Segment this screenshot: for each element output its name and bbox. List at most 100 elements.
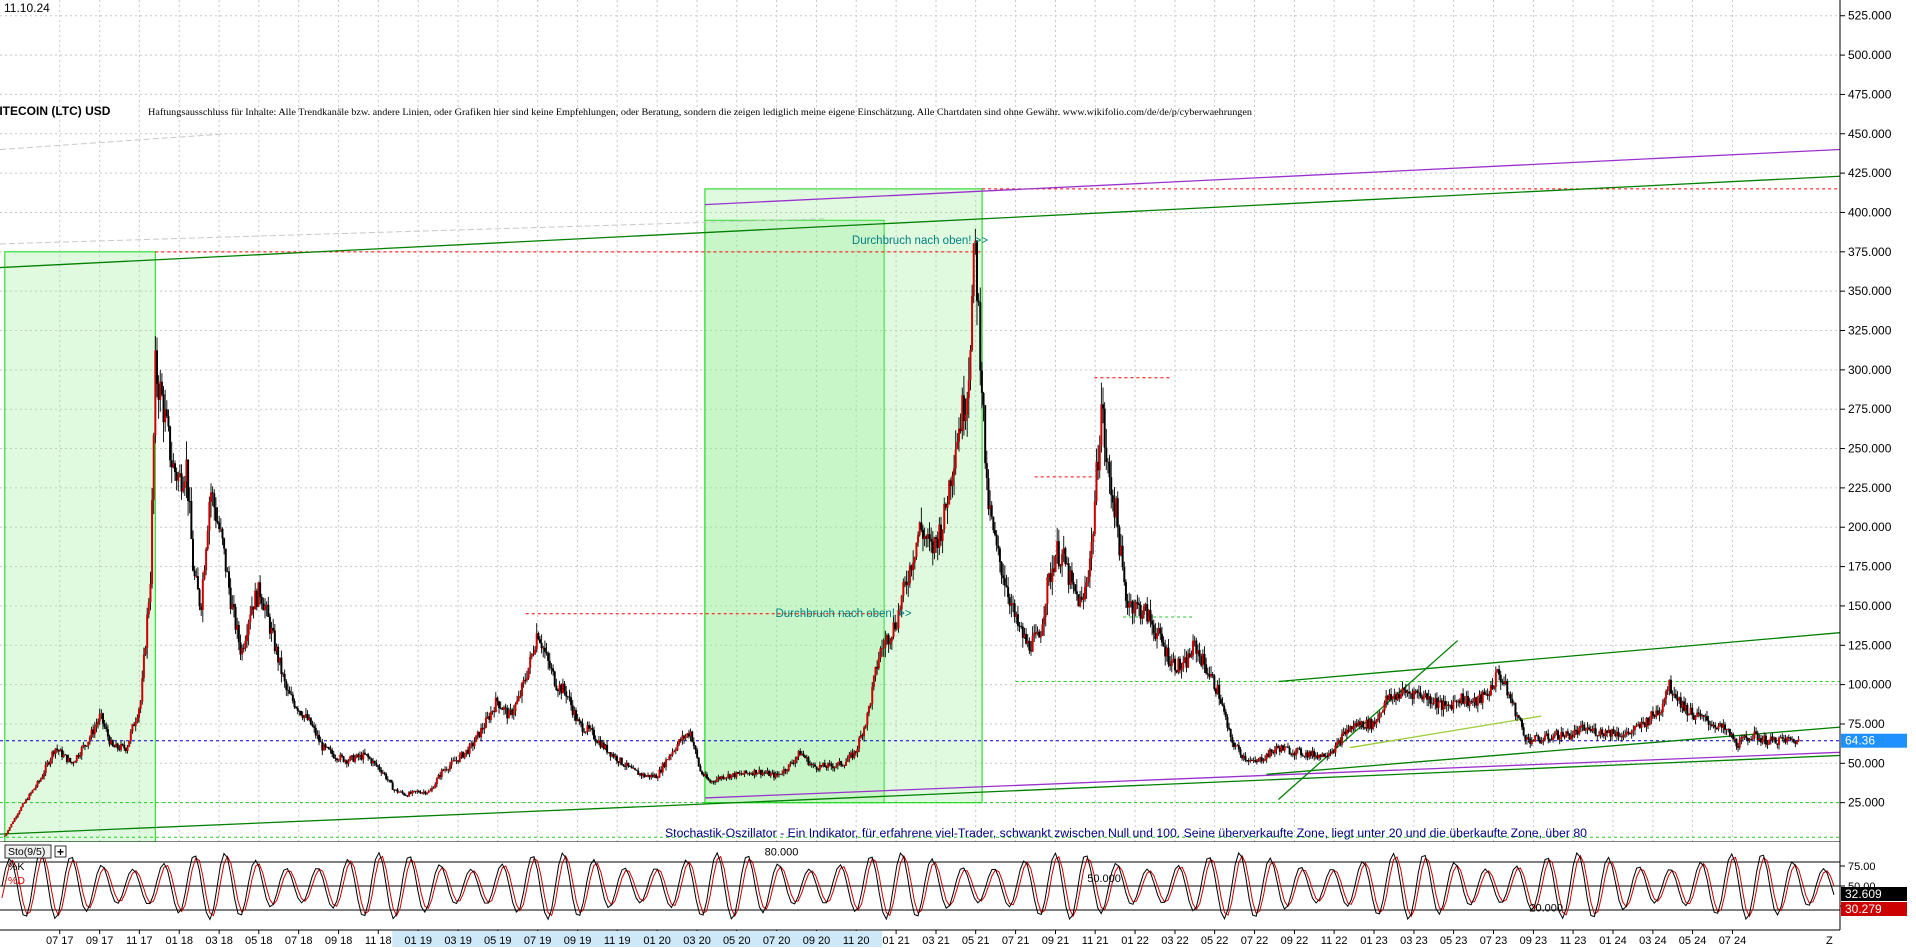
candle-body <box>1488 695 1491 696</box>
candle-body <box>1558 738 1561 740</box>
candle-body <box>1244 755 1247 760</box>
time-axis-end-label: Z <box>1826 935 1833 947</box>
candle-body <box>1327 753 1330 757</box>
trend-line <box>0 133 228 151</box>
time-tick-label: 03 23 <box>1400 935 1428 947</box>
candle-body <box>697 757 700 766</box>
candle-body <box>219 528 222 530</box>
candle-body <box>1385 695 1388 703</box>
candle-body <box>232 604 235 607</box>
candle-body <box>1733 738 1736 740</box>
candle-body <box>1791 739 1794 740</box>
candle-body <box>779 773 782 775</box>
candle-body <box>1210 674 1213 677</box>
candle-body <box>1286 746 1289 748</box>
candle-body <box>701 771 704 775</box>
time-tick-label: 01 22 <box>1121 935 1149 947</box>
candle-body <box>637 770 640 775</box>
candle-body <box>1200 656 1203 666</box>
time-axis-highlight <box>432 931 485 947</box>
candle-body <box>337 759 340 761</box>
candle-body <box>1656 710 1659 715</box>
candle-body <box>1123 567 1126 583</box>
candle-body <box>859 735 862 739</box>
candle-body <box>566 696 569 698</box>
candle-body <box>1552 736 1555 741</box>
add-indicator-button[interactable] <box>54 845 67 858</box>
price-tick-label: 275.000 <box>1848 402 1892 416</box>
candle-body <box>1411 693 1414 699</box>
candle-body <box>719 777 722 779</box>
candle-body <box>1113 502 1116 518</box>
candle-body <box>239 642 242 655</box>
candle-body <box>597 740 600 744</box>
candle-body <box>1457 700 1460 703</box>
candle-body <box>944 503 947 508</box>
candle-body <box>192 538 195 571</box>
candle-body <box>617 761 620 763</box>
candle-body <box>975 240 978 301</box>
candle-body <box>1070 570 1073 582</box>
candle-body <box>1427 696 1430 700</box>
candle-body <box>1463 701 1466 704</box>
price-tick-label: 175.000 <box>1848 560 1892 574</box>
plus-icon: + <box>57 845 64 859</box>
candle-body <box>1164 646 1167 657</box>
candle-body <box>519 695 522 697</box>
candle-body <box>1633 726 1636 730</box>
candle-body <box>1282 745 1285 751</box>
candle-body <box>1550 739 1553 741</box>
candle-body <box>1316 755 1319 759</box>
candle-body <box>1098 445 1101 471</box>
candle-body <box>43 772 46 777</box>
candle-body <box>453 760 456 762</box>
candle-body <box>1367 719 1370 729</box>
candle-body <box>11 821 14 824</box>
time-tick-label: 05 18 <box>245 935 273 947</box>
candle-body <box>1087 576 1090 583</box>
candle-body <box>933 537 936 554</box>
candle-body <box>18 810 21 814</box>
candle-body <box>1394 694 1397 700</box>
candle-body <box>1416 690 1419 693</box>
candle-body <box>1589 729 1592 732</box>
candle-body <box>1124 582 1127 601</box>
candle-body <box>1097 462 1100 471</box>
candle-body <box>982 392 985 406</box>
candle-body <box>1450 705 1453 710</box>
candle-body <box>101 713 104 724</box>
candle-body <box>300 711 303 716</box>
candle-body <box>445 769 448 771</box>
candle-body <box>1092 534 1095 542</box>
candle-body <box>126 746 129 752</box>
candle-body <box>632 768 635 769</box>
candle-body <box>408 792 411 797</box>
candle-body <box>273 630 276 652</box>
candle-body <box>1192 640 1195 656</box>
candle-body <box>759 769 762 775</box>
candle-body <box>92 729 95 735</box>
candle-body <box>391 782 394 790</box>
candle-body <box>1084 586 1087 600</box>
candle-body <box>344 760 347 762</box>
candle-body <box>422 791 425 793</box>
candle-body <box>1185 657 1188 668</box>
candle-body <box>133 724 136 727</box>
candle-body <box>228 571 231 588</box>
candle-body <box>733 773 736 778</box>
candle-body <box>894 622 897 630</box>
candle-body <box>1237 745 1240 750</box>
candle-body <box>82 745 85 748</box>
candle-body <box>1075 591 1078 595</box>
candle-body <box>1175 670 1178 673</box>
candle-body <box>517 696 520 701</box>
candle-body <box>100 713 103 715</box>
candle-body <box>1002 575 1005 579</box>
candle-body <box>1008 597 1011 606</box>
candle-body <box>643 773 646 777</box>
candle-body <box>1021 626 1024 638</box>
candle-body <box>506 708 509 719</box>
candle-body <box>1332 751 1335 753</box>
candle-body <box>349 756 352 761</box>
candle-body <box>417 791 420 793</box>
